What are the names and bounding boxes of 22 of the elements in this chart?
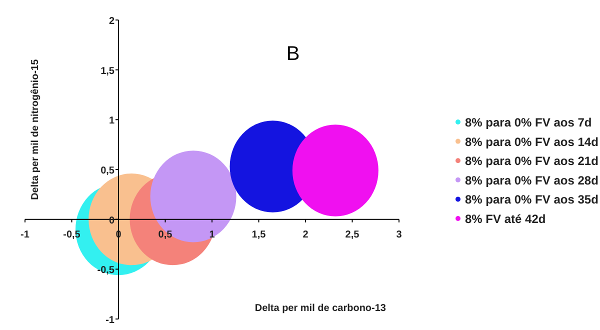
- y-tick-label: -1: [106, 315, 115, 326]
- y-tick-label: 1: [108, 116, 115, 127]
- legend-label: 8% para 0% FV aos 14d: [465, 134, 598, 149]
- y-tick-label: 1,5: [100, 66, 115, 77]
- x-axis-title: Delta per mil de carbono-13: [254, 303, 386, 314]
- text: B: [286, 43, 300, 65]
- legend-label: 8% para 0% FV aos 28d: [465, 173, 598, 188]
- legend-label: 8% para 0% FV aos 35d: [465, 192, 598, 207]
- y-tick-label: -0,5: [97, 265, 115, 276]
- x-tick-label: 2,5: [345, 229, 360, 240]
- legend-label: 8% para 0% FV aos 21d: [465, 154, 598, 168]
- x-tick-label: 1,5: [252, 229, 266, 240]
- legend-label: 8% para 0% FV aos 7d: [465, 116, 592, 130]
- x-tick-label: 0,5: [158, 229, 173, 240]
- x-tick-label: 1: [209, 229, 216, 240]
- x-tick-label: 3: [396, 229, 402, 240]
- x-tick-label: -1: [20, 229, 30, 240]
- y-tick-label: 2: [108, 16, 115, 27]
- y-axis-title: Delta per mil de nitrogênio-15: [30, 58, 41, 200]
- y-tick-label: 0,5: [100, 166, 115, 176]
- x-tick-label: 2: [302, 229, 309, 240]
- legend-label: 8% FV até 42d: [465, 212, 546, 226]
